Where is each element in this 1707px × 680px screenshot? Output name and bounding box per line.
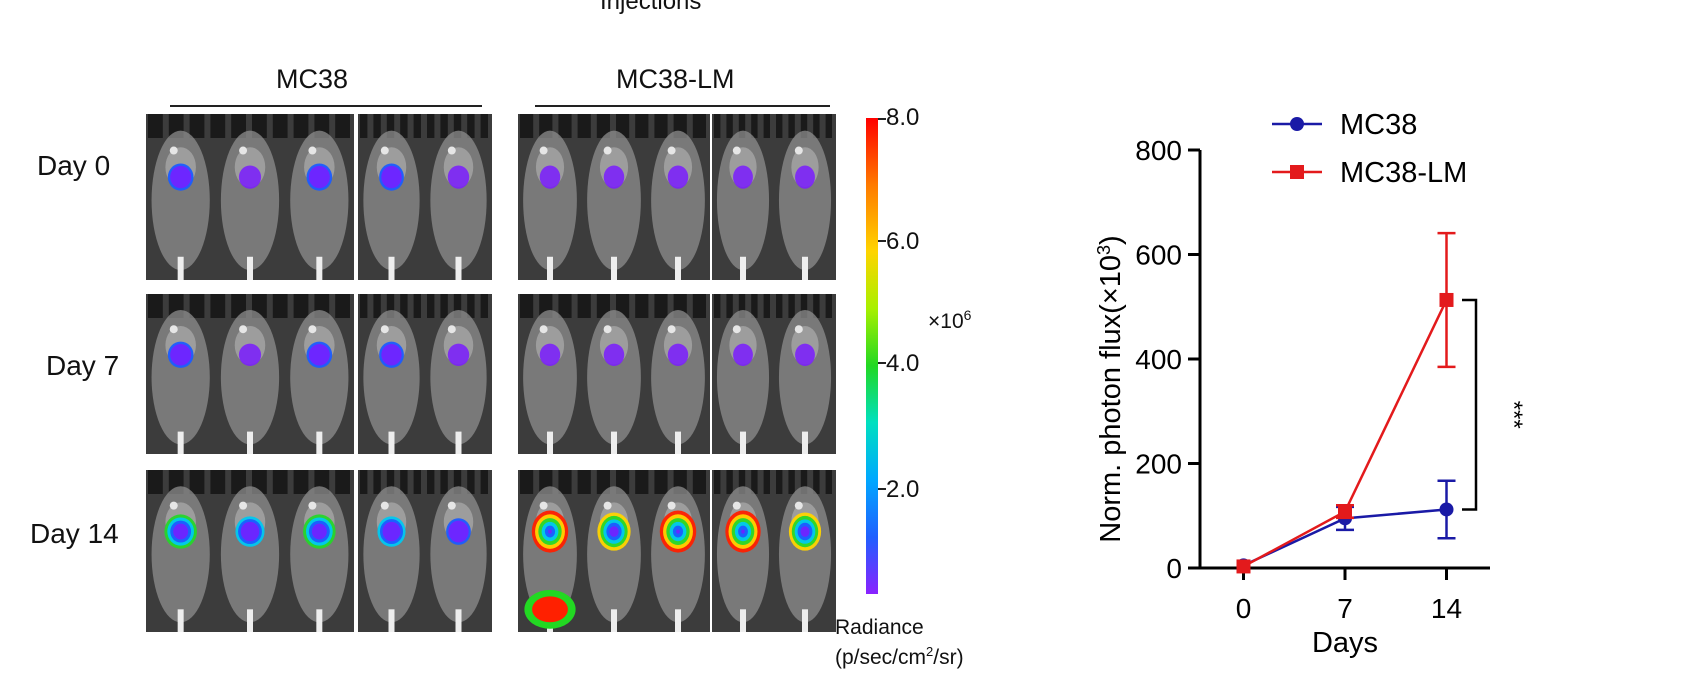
row-label-day0: Day 0 <box>37 150 111 181</box>
colorbar-multiplier: ×106 <box>928 307 972 333</box>
mouse-image-panel <box>358 294 492 454</box>
significance-bracket <box>1462 298 1478 511</box>
y-axis-label: Norm. photon flux(×103) <box>1094 235 1127 542</box>
mouse-image-panel <box>712 114 836 280</box>
y-tick-label: 800 <box>1135 135 1182 166</box>
data-point <box>1338 504 1352 519</box>
mouse-image-panel <box>712 470 836 632</box>
x-axis-label: Days <box>1312 627 1378 659</box>
mouse-image-panel <box>146 470 354 632</box>
group-title-mc38-lm: MC38-LM <box>616 64 735 94</box>
y-tick-label: 0 <box>1166 553 1182 584</box>
data-point <box>1439 502 1454 517</box>
legend-marker <box>1290 117 1304 131</box>
colorbar-tick <box>878 488 886 490</box>
y-tick-label: 600 <box>1135 240 1182 271</box>
significance-label: *** <box>1500 401 1527 429</box>
row-label-day7: Day 7 <box>46 350 120 381</box>
colorbar-tick <box>878 240 886 242</box>
colorbar-tick-label: 6.0 <box>886 228 920 255</box>
mouse-image-panel <box>146 294 354 454</box>
legend-label: MC38-LM <box>1340 157 1467 189</box>
y-tick-label: 400 <box>1135 344 1182 375</box>
mouse-image-panel <box>518 294 710 454</box>
colorbar-tick-label: 2.0 <box>886 476 920 503</box>
mouse-image-panel <box>518 114 710 280</box>
y-tick-label: 200 <box>1135 449 1182 480</box>
x-tick-label: 7 <box>1337 593 1353 624</box>
top-cut-label: Injections <box>600 0 702 15</box>
x-tick-label: 14 <box>1431 593 1462 624</box>
mouse-image-panel <box>358 470 492 632</box>
group-title-mc38: MC38 <box>276 64 349 94</box>
data-point <box>1439 292 1454 307</box>
group-underline-mc38 <box>170 105 482 107</box>
legend-label: MC38 <box>1340 109 1417 141</box>
mouse-image-panel <box>358 114 492 280</box>
x-tick-label: 0 <box>1236 593 1252 624</box>
photon-flux-line-chart: 0 200 400 600 800 0 7 14 Days Norm. photon flux(×… <box>1094 109 1527 659</box>
mouse-image-panel <box>146 114 354 280</box>
mouse-image-panel <box>518 470 710 632</box>
group-underline-mc38-lm <box>535 105 830 107</box>
colorbar-tick <box>878 118 886 120</box>
row-label-day14: Day 14 <box>30 518 119 549</box>
legend-marker <box>1290 165 1304 179</box>
data-point <box>1236 559 1251 574</box>
mouse-image-panel <box>712 294 836 454</box>
colorbar-tick <box>878 362 886 364</box>
radiance-colorbar <box>866 118 878 594</box>
colorbar-title: Radiance (p/sec/cm2/sr) <box>835 616 964 669</box>
colorbar-tick-label: 8.0 <box>886 104 920 131</box>
colorbar-tick-label: 4.0 <box>886 350 920 377</box>
